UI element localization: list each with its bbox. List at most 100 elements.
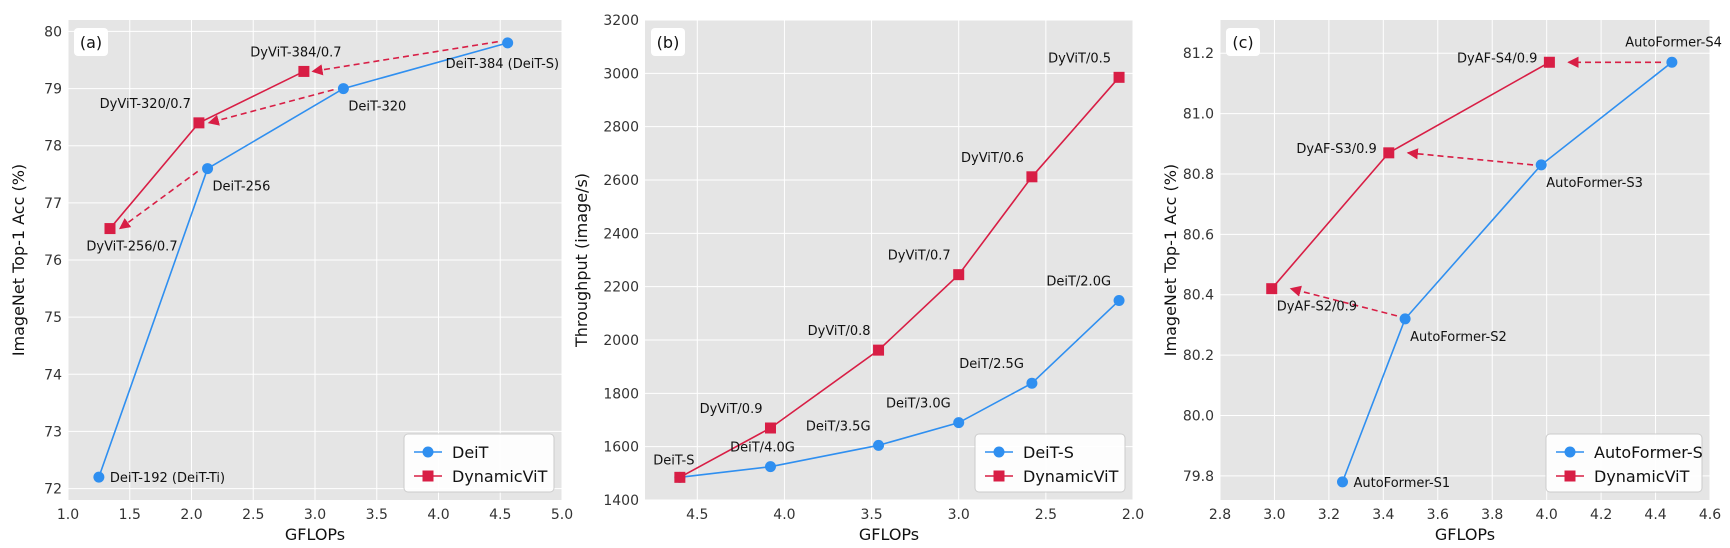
- x-tick-label: 3.0: [304, 507, 326, 523]
- y-tick-label: 77: [44, 196, 62, 212]
- data-point: [1113, 295, 1125, 307]
- y-axis-label: Throughput (image/s): [572, 173, 591, 348]
- shift-arrow: [207, 88, 334, 126]
- point-annotation: DyViT/0.5: [1048, 51, 1111, 66]
- panel-a: 1.0 1.5 2.0 2.5 3.0 3.5 4.0 4.5 5.0 72 73 74 75 76 77 7…: [9, 20, 573, 544]
- point-annotation: DyAF-S4/0.9: [1457, 51, 1537, 66]
- point-annotation: DeiT-S: [653, 453, 694, 468]
- point-annotation: DyViT/0.9: [700, 402, 763, 417]
- y-tick-label: 80.8: [1183, 167, 1214, 183]
- point-annotation: DyAF-S3/0.9: [1296, 142, 1376, 157]
- x-tick-label: 2.0: [1122, 507, 1144, 523]
- y-tick-label: 79: [44, 82, 62, 98]
- y-tick-label: 3000: [603, 66, 639, 82]
- x-tick-label: 2.5: [242, 507, 264, 523]
- legend-label: AutoFormer-S: [1594, 443, 1703, 462]
- point-annotation: DyAF-S2/0.9: [1277, 300, 1357, 315]
- legend-marker: [993, 470, 1005, 482]
- x-tick-label: 3.8: [1481, 507, 1503, 523]
- data-point: [674, 471, 686, 483]
- data-point: [1535, 159, 1547, 171]
- point-annotation: DeiT/3.0G: [886, 397, 951, 412]
- data-point: [953, 269, 965, 281]
- point-annotation: DyViT/0.8: [808, 324, 871, 339]
- shift-arrow: [311, 40, 498, 76]
- legend-label: DeiT: [452, 443, 489, 462]
- panel-b: 4.5 4.0 3.5 3.0 2.5 2.0 1400 1600 1800 2000 2200 24…: [572, 13, 1144, 544]
- data-point: [953, 417, 965, 429]
- x-tick-label: 2.8: [1209, 507, 1231, 523]
- point-annotation: DeiT-320: [348, 100, 406, 115]
- legend-marker: [1564, 470, 1576, 482]
- plot-area: [1220, 20, 1710, 500]
- x-tick-label: 4.2: [1590, 507, 1612, 523]
- data-point: [1337, 476, 1348, 488]
- series-line: [1341, 61, 1673, 483]
- legend-marker: [422, 470, 434, 482]
- y-tick-label: 80.0: [1183, 408, 1214, 424]
- y-tick-label: 1400: [603, 493, 639, 509]
- shift-arrow: [118, 170, 199, 230]
- shift-arrow: [1289, 285, 1398, 317]
- x-tick-label: 4.0: [427, 507, 449, 523]
- data-point: [1399, 313, 1411, 325]
- data-point: [873, 439, 885, 451]
- data-point: [1383, 147, 1395, 159]
- y-tick-label: 2400: [603, 226, 639, 242]
- point-annotation: DeiT/2.5G: [959, 357, 1024, 372]
- data-point: [298, 65, 310, 77]
- x-tick-label: 5.0: [551, 507, 573, 523]
- data-point: [873, 344, 885, 356]
- point-annotation: DeiT-384 (DeiT-S): [446, 57, 559, 72]
- data-point: [764, 461, 776, 473]
- data-point: [337, 83, 349, 95]
- point-annotation: AutoFormer-S3: [1546, 176, 1643, 191]
- x-tick-label: 3.0: [948, 507, 970, 523]
- x-tick-label: 4.0: [773, 507, 795, 523]
- point-annotation: AutoFormer-S4: [1625, 35, 1722, 50]
- shift-arrow: [1406, 148, 1534, 166]
- y-tick-label: 79.8: [1183, 469, 1214, 485]
- y-tick-label: 81.0: [1183, 107, 1214, 123]
- y-tick-label: 76: [44, 253, 62, 269]
- data-point: [1026, 377, 1038, 389]
- point-annotation: DeiT-256: [213, 180, 271, 195]
- point-annotation: AutoFormer-S2: [1410, 330, 1507, 345]
- data-point: [104, 223, 116, 235]
- x-tick-label: 4.4: [1644, 507, 1666, 523]
- y-tick-label: 1600: [603, 440, 639, 456]
- data-point: [1113, 71, 1125, 83]
- point-annotation: DeiT/3.5G: [806, 419, 871, 434]
- legend-label: DynamicViT: [1023, 467, 1119, 486]
- panel-tag: (a): [80, 33, 102, 52]
- x-tick-label: 2.5: [1035, 507, 1057, 523]
- point-annotation: DyViT-320/0.7: [100, 97, 191, 112]
- data-point: [193, 117, 205, 129]
- x-axis-label: GFLOPs: [1435, 525, 1495, 544]
- point-annotation: DyViT/0.7: [888, 249, 951, 264]
- data-point: [1666, 56, 1678, 68]
- y-axis-label: ImageNet Top-1 Acc (%): [9, 164, 28, 356]
- x-tick-label: 3.0: [1263, 507, 1285, 523]
- data-point: [93, 471, 105, 483]
- y-tick-label: 73: [44, 424, 62, 440]
- x-tick-label: 3.5: [366, 507, 388, 523]
- y-tick-label: 78: [44, 139, 62, 155]
- y-tick-label: 1800: [603, 386, 639, 402]
- point-annotation: DyViT/0.6: [961, 151, 1024, 166]
- data-point: [502, 37, 514, 49]
- legend: [403, 433, 555, 493]
- legend-label: DynamicViT: [1594, 467, 1690, 486]
- series-line: [679, 76, 1120, 479]
- x-tick-label: 4.5: [686, 507, 708, 523]
- point-annotation: DyViT-256/0.7: [86, 240, 177, 255]
- x-axis-label: GFLOPs: [859, 525, 919, 544]
- series-line: [679, 299, 1120, 479]
- y-axis-label: ImageNet Top-1 Acc (%): [1161, 164, 1180, 356]
- point-annotation: DeiT-192 (DeiT-Ti): [110, 471, 225, 486]
- y-tick-label: 81.2: [1183, 46, 1214, 62]
- y-tick-label: 2800: [603, 120, 639, 136]
- x-tick-label: 3.4: [1372, 507, 1394, 523]
- series-line: [98, 42, 508, 478]
